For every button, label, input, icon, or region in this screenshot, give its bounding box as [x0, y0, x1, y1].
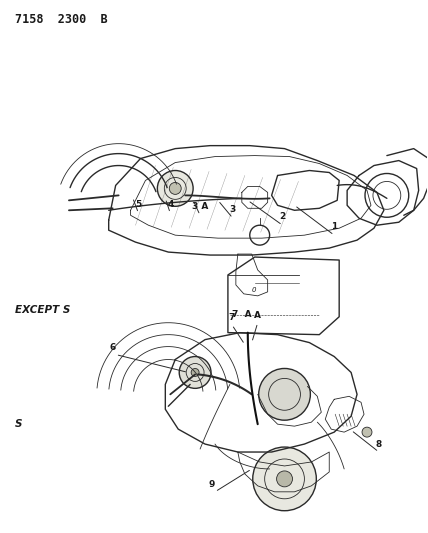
Text: 7158  2300  B: 7158 2300 B [15, 13, 108, 26]
Text: S: S [15, 419, 23, 429]
Text: 7  A: 7 A [232, 310, 252, 319]
Text: EXCEPT S: EXCEPT S [15, 305, 71, 315]
Circle shape [253, 447, 316, 511]
Text: 7: 7 [229, 313, 235, 322]
Text: 2: 2 [279, 212, 285, 221]
Text: 4: 4 [167, 200, 173, 209]
Text: 0: 0 [252, 287, 256, 293]
Circle shape [259, 368, 310, 420]
Circle shape [276, 471, 292, 487]
Circle shape [158, 171, 193, 206]
Text: 9: 9 [208, 480, 215, 489]
Circle shape [169, 182, 181, 195]
Text: 1: 1 [331, 222, 337, 231]
Text: 6: 6 [110, 343, 116, 352]
Text: 5: 5 [135, 200, 142, 209]
Circle shape [179, 357, 211, 389]
Text: 3: 3 [230, 205, 236, 214]
Text: 3 A: 3 A [192, 203, 208, 211]
Circle shape [362, 427, 372, 437]
Text: 8: 8 [376, 440, 382, 449]
Text: A: A [254, 311, 261, 320]
Circle shape [191, 368, 199, 376]
